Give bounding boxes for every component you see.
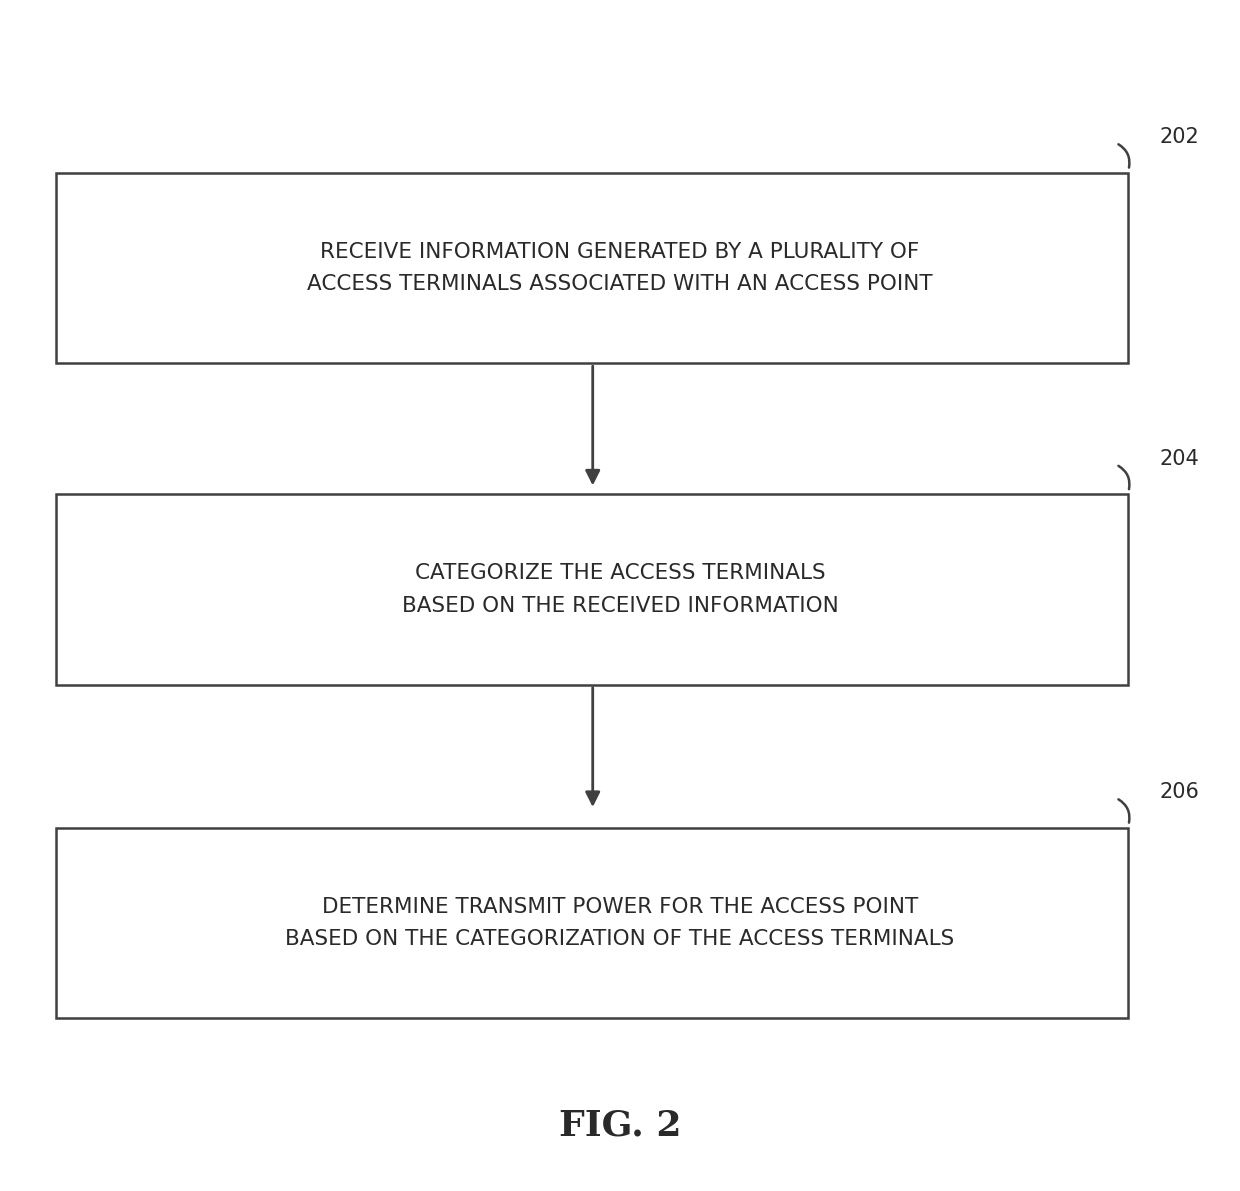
Text: 202: 202: [1159, 127, 1199, 146]
Text: RECEIVE INFORMATION GENERATED BY A PLURALITY OF
ACCESS TERMINALS ASSOCIATED WITH: RECEIVE INFORMATION GENERATED BY A PLURA…: [308, 242, 932, 294]
Bar: [56, 828, 1128, 1018]
Text: CATEGORIZE THE ACCESS TERMINALS
BASED ON THE RECEIVED INFORMATION: CATEGORIZE THE ACCESS TERMINALS BASED ON…: [402, 563, 838, 616]
Text: 206: 206: [1159, 782, 1199, 802]
Text: DETERMINE TRANSMIT POWER FOR THE ACCESS POINT
BASED ON THE CATEGORIZATION OF THE: DETERMINE TRANSMIT POWER FOR THE ACCESS …: [285, 897, 955, 949]
Bar: [56, 494, 1128, 685]
Text: 204: 204: [1159, 449, 1199, 468]
Bar: [56, 173, 1128, 363]
Text: FIG. 2: FIG. 2: [559, 1109, 681, 1142]
